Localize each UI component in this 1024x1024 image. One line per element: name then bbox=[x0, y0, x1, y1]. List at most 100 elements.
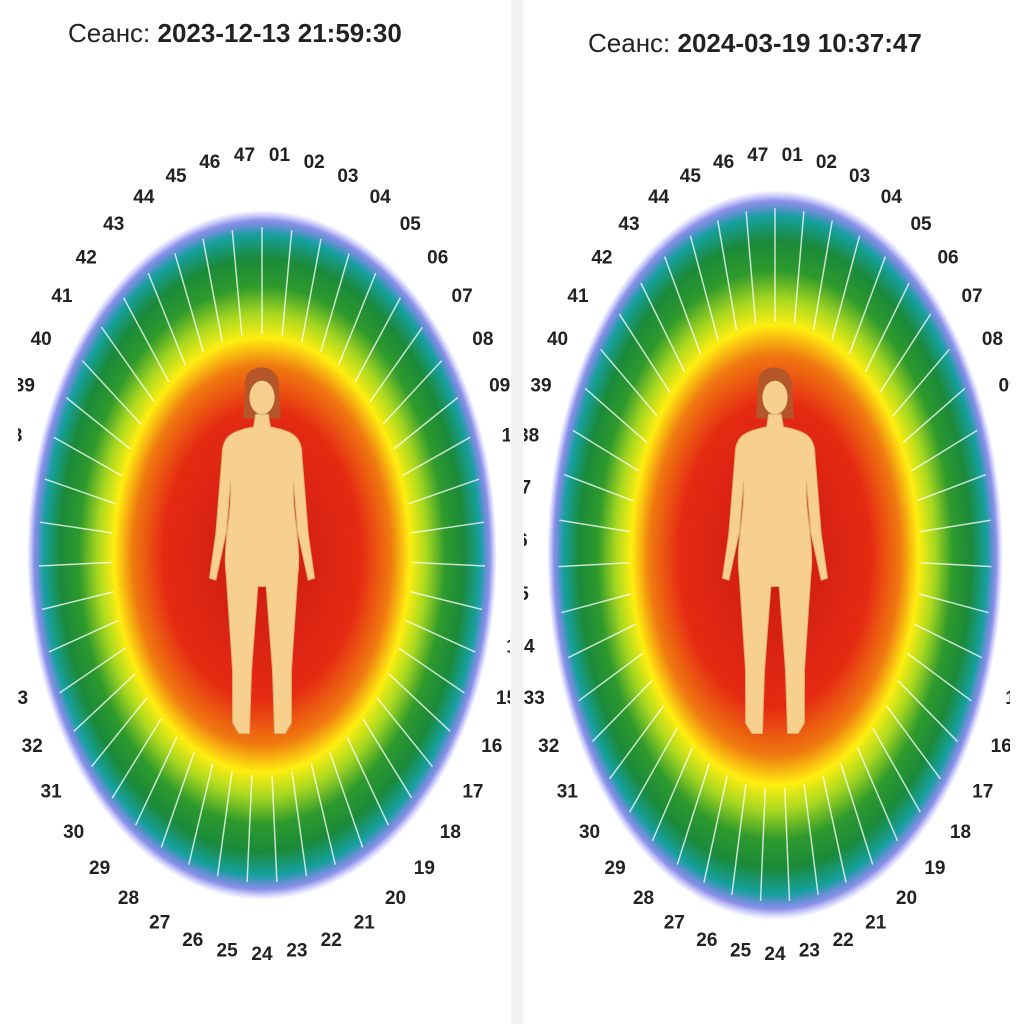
sector-divider bbox=[920, 519, 991, 533]
sector-label: 17 bbox=[972, 781, 993, 802]
sector-divider bbox=[663, 256, 702, 355]
sector-divider bbox=[411, 521, 485, 534]
sector-label: 36 bbox=[0, 531, 11, 552]
sector-label: 16 bbox=[481, 736, 502, 757]
sector-label: 06 bbox=[937, 247, 958, 268]
sector-divider bbox=[902, 387, 966, 444]
sector-divider bbox=[376, 697, 434, 768]
sector-label: 24 bbox=[251, 944, 273, 965]
sector-divider bbox=[246, 775, 253, 883]
sector-divider bbox=[864, 282, 910, 373]
sector-label: 02 bbox=[816, 152, 837, 173]
sector-label: 41 bbox=[567, 286, 589, 307]
sector-label: 11 bbox=[1019, 477, 1024, 498]
sector-label: 18 bbox=[950, 822, 971, 843]
sector-divider bbox=[405, 619, 476, 653]
sector-label: 31 bbox=[557, 781, 579, 802]
sector-divider bbox=[393, 396, 459, 450]
sector-label: 20 bbox=[896, 888, 917, 909]
sector-divider bbox=[53, 436, 123, 477]
sector-divider bbox=[578, 652, 644, 702]
sector-label: 27 bbox=[149, 912, 170, 933]
sector-divider bbox=[793, 211, 805, 324]
sector-divider bbox=[216, 771, 233, 877]
sector-divider bbox=[676, 763, 710, 865]
sector-label: 24 bbox=[764, 944, 786, 965]
sector-label: 28 bbox=[118, 888, 139, 909]
sector-divider bbox=[73, 673, 136, 732]
sector-label: 04 bbox=[370, 187, 392, 208]
sector-label: 14 bbox=[506, 637, 528, 658]
sector-label: 38 bbox=[1, 426, 22, 447]
sector-divider bbox=[856, 747, 899, 842]
sector-label: 42 bbox=[591, 247, 612, 268]
sector-label: 36 bbox=[507, 531, 528, 552]
sector-divider bbox=[100, 326, 155, 402]
sector-divider bbox=[558, 562, 630, 568]
sector-divider bbox=[564, 473, 634, 502]
sector-divider bbox=[885, 705, 942, 780]
sector-label: 32 bbox=[22, 736, 43, 757]
sector-label: 07 bbox=[452, 286, 473, 307]
sector-label: 01 bbox=[269, 145, 291, 166]
sector-label: 33 bbox=[524, 688, 545, 709]
sector-divider bbox=[872, 727, 921, 813]
sector-label: 34 bbox=[513, 637, 535, 658]
sector-label: 30 bbox=[63, 822, 84, 843]
session-timestamp: 2023-12-13 21:59:30 bbox=[158, 18, 402, 48]
session-title: Сеанс: 2023-12-13 21:59:30 bbox=[68, 18, 402, 48]
sector-label: 09 bbox=[998, 376, 1019, 397]
sector-label: 22 bbox=[321, 930, 342, 951]
sector-divider bbox=[618, 313, 671, 394]
sector-label: 40 bbox=[31, 329, 52, 350]
sector-label: 03 bbox=[337, 166, 358, 187]
sector-label: 20 bbox=[385, 888, 406, 909]
sector-label: 29 bbox=[89, 858, 110, 879]
sector-divider bbox=[202, 238, 224, 343]
sector-label: 16 bbox=[991, 736, 1012, 757]
sector-label: 37 bbox=[0, 477, 14, 498]
sector-divider bbox=[231, 230, 243, 337]
sector-label: 02 bbox=[304, 152, 325, 173]
sector-label: 23 bbox=[286, 940, 307, 961]
sector-divider bbox=[891, 348, 950, 417]
sector-divider bbox=[651, 747, 694, 842]
sector-label: 08 bbox=[472, 329, 493, 350]
sector-label: 44 bbox=[648, 187, 670, 208]
sector-label: 42 bbox=[76, 247, 97, 268]
sector-label: 38 bbox=[518, 426, 539, 447]
sector-divider bbox=[822, 775, 847, 883]
sector-divider bbox=[561, 593, 632, 614]
sector-divider bbox=[745, 211, 757, 324]
sector-divider bbox=[38, 561, 112, 567]
sector-divider bbox=[174, 253, 205, 352]
sector-label: 35 bbox=[0, 584, 12, 605]
sector-label: 33 bbox=[7, 688, 28, 709]
sector-label: 26 bbox=[182, 930, 203, 951]
sector-label: 19 bbox=[924, 858, 945, 879]
sector-divider bbox=[122, 297, 170, 383]
sector-label: 23 bbox=[799, 940, 820, 961]
sector-divider bbox=[410, 590, 483, 611]
sector-label: 43 bbox=[103, 214, 124, 235]
sector-divider bbox=[111, 718, 162, 799]
sector-divider bbox=[559, 519, 630, 533]
sector-divider bbox=[346, 736, 390, 826]
sector-divider bbox=[640, 282, 686, 373]
sector-divider bbox=[906, 652, 972, 702]
sector-divider bbox=[803, 783, 819, 895]
sector-divider bbox=[44, 478, 116, 505]
session-title: Сеанс: 2024-03-19 10:37:47 bbox=[588, 28, 922, 58]
sector-divider bbox=[65, 396, 131, 450]
sector-label: 04 bbox=[881, 187, 903, 208]
sector-divider bbox=[337, 272, 377, 366]
session-label: Сеанс: bbox=[68, 18, 150, 48]
sector-label: 44 bbox=[133, 187, 155, 208]
sector-label: 45 bbox=[165, 166, 187, 187]
sector-divider bbox=[81, 360, 142, 425]
sector-label: 05 bbox=[400, 214, 422, 235]
sector-divider bbox=[703, 775, 728, 883]
sector-label: 22 bbox=[833, 930, 854, 951]
sector-divider bbox=[910, 429, 978, 472]
sector-divider bbox=[584, 387, 648, 444]
